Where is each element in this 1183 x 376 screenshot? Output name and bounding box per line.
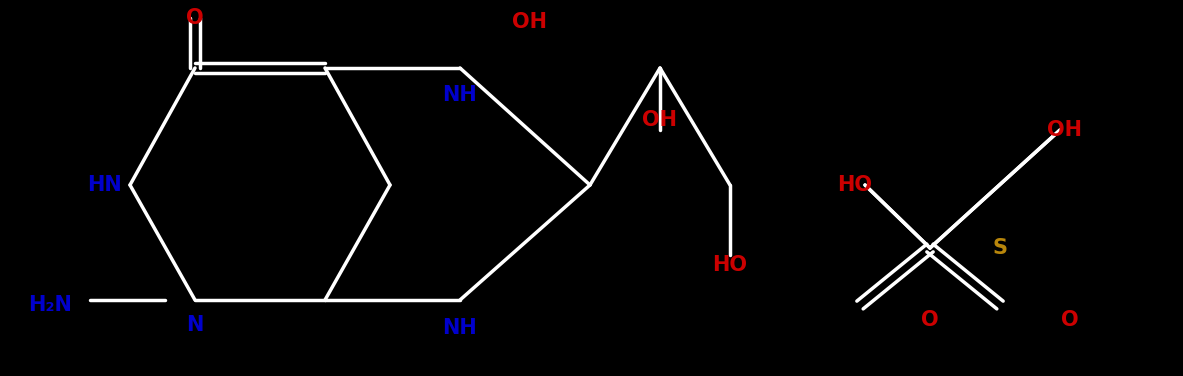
Text: O: O <box>922 310 939 330</box>
Text: OH: OH <box>642 110 678 130</box>
Text: O: O <box>1061 310 1079 330</box>
Text: HN: HN <box>88 175 122 195</box>
Text: OH: OH <box>512 12 548 32</box>
Text: O: O <box>186 8 203 28</box>
Text: H₂N: H₂N <box>28 295 72 315</box>
Text: S: S <box>993 238 1008 258</box>
Text: OH: OH <box>1047 120 1082 140</box>
Text: HO: HO <box>712 255 748 275</box>
Text: HO: HO <box>838 175 873 195</box>
Text: NH: NH <box>442 318 478 338</box>
Text: N: N <box>186 315 203 335</box>
Text: NH: NH <box>442 85 478 105</box>
